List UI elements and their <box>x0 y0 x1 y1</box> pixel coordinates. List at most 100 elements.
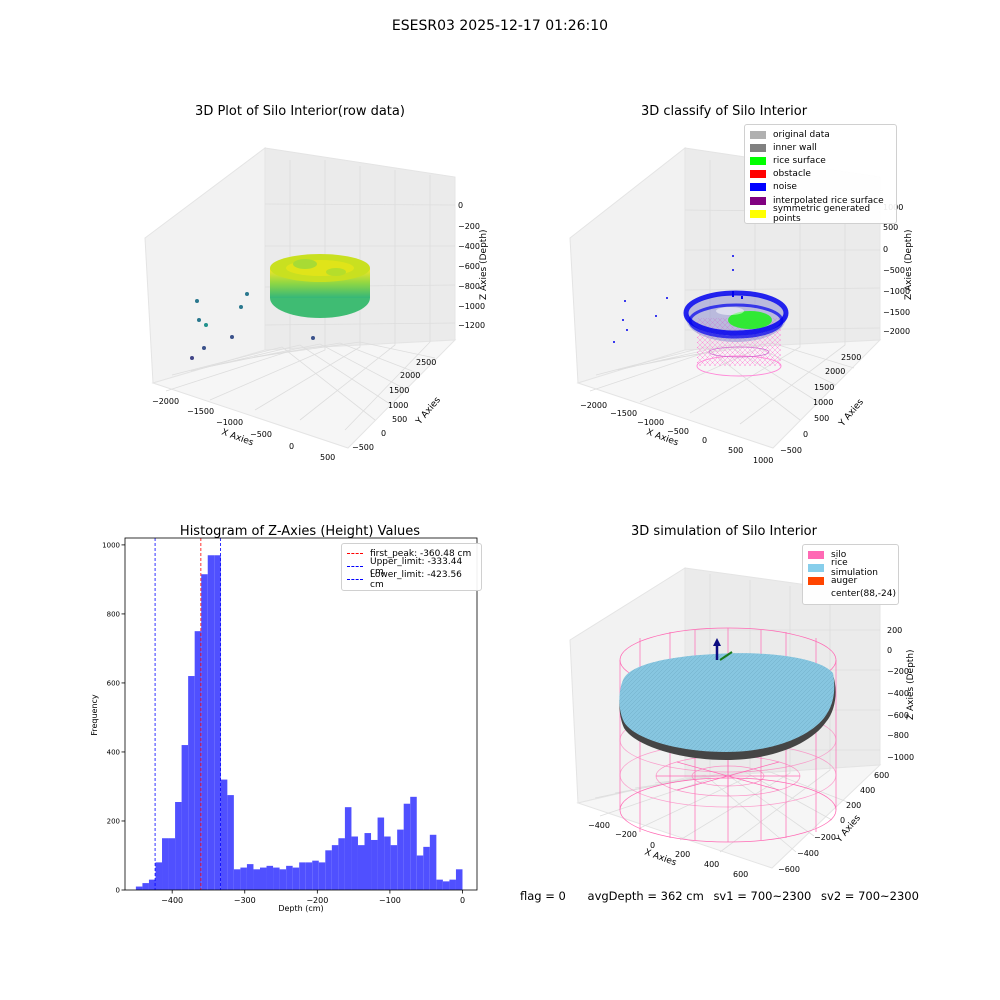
legend-item: obstacle <box>750 168 891 181</box>
sv1-value: sv1 = 700~2300 <box>713 889 812 903</box>
plot1-ztick: −1200 <box>458 321 485 330</box>
histogram-x-label: Depth (cm) <box>278 904 323 913</box>
plot2-xtick: 500 <box>728 446 743 455</box>
plot2-ztick: −1000 <box>883 287 910 296</box>
histogram-bar <box>449 879 456 890</box>
flag-value: flag = 0 <box>520 889 566 903</box>
histogram-bar <box>364 833 372 890</box>
x-tick-label: −400 <box>161 896 183 905</box>
plot2-xtick: −1000 <box>637 418 664 427</box>
plot2-3d-classify: −2000 −1500 −1000 −500 0 500 1000 X Axie… <box>569 146 914 465</box>
plot1-3d-raw: −2000 −1500 −1000 −500 0 500 X Axies −50… <box>144 147 489 462</box>
histogram-bar <box>240 867 247 890</box>
legend-label: auger <box>831 575 858 586</box>
plot1-ytick: 1500 <box>389 386 409 395</box>
legend-label: rice surface <box>773 155 826 166</box>
plot4-ytick: 200 <box>846 801 861 810</box>
histogram-bar <box>201 574 208 890</box>
legend-line <box>347 553 363 555</box>
histogram-bar <box>279 869 287 890</box>
plot4-ytick: 400 <box>860 786 875 795</box>
histogram-bar <box>423 846 430 890</box>
plot1-z-label: Z Axies (Depth) <box>479 229 489 300</box>
plot1-ytick: −500 <box>352 443 374 452</box>
plot2-panes <box>569 146 882 449</box>
plot2-legend: original data inner wall rice surface ob… <box>744 124 897 225</box>
plot4-x-ticks: −400 −200 0 200 400 600 <box>588 821 748 879</box>
legend-swatch <box>808 590 824 598</box>
histogram-bar <box>305 862 313 890</box>
plot1-z-ticks: 0 −200 −400 −600 −800 −1000 −1200 <box>458 201 485 330</box>
histogram-bar <box>273 867 280 890</box>
histogram-bar <box>384 836 391 890</box>
histogram-bar <box>338 838 345 890</box>
figure-title: ESESR03 2025-12-17 01:26:10 <box>391 18 609 34</box>
plot1-ytick: 2500 <box>416 358 436 367</box>
histogram-bar <box>155 862 163 890</box>
y-tick-label: 200 <box>107 817 120 825</box>
legend-swatch <box>750 156 766 165</box>
avg-depth-value: avgDepth = 362 cm <box>587 889 704 903</box>
plot4-auger <box>713 638 733 661</box>
plot2-ztick: −500 <box>883 266 905 275</box>
plot2-ytick: 500 <box>814 414 829 423</box>
plot4-ytick: 600 <box>874 771 889 780</box>
legend-swatch <box>750 170 766 179</box>
histogram-bar <box>318 862 326 890</box>
plot2-x-ticks: −2000 −1500 −1000 −500 0 500 1000 <box>580 401 773 465</box>
plot2-ytick: 1500 <box>814 383 834 392</box>
plot1-title: 3D Plot of Silo Interior(row data) <box>195 104 405 119</box>
histogram-bar <box>403 803 411 890</box>
plot2-ytick: 0 <box>803 430 808 439</box>
legend-label: interpolated rice surface <box>773 195 884 206</box>
plot2-y-label: Y Axies <box>837 397 866 429</box>
plot2-ztick: −2000 <box>883 327 910 336</box>
plot4-y-ticks: −600 −400 −200 0 200 400 600 <box>778 771 889 874</box>
y-tick-label: 1000 <box>102 541 120 549</box>
histogram-reference-lines <box>154 538 221 890</box>
plot1-ytick: 0 <box>381 429 386 438</box>
histogram-bar <box>436 879 443 890</box>
plot4-z-ticks: 200 0 −200 −400 −600 −800 −1000 <box>887 626 914 762</box>
histogram-bar <box>292 867 300 890</box>
plot4-xtick: 600 <box>733 870 748 879</box>
plot4-y-label: Y Axies <box>834 813 863 845</box>
histogram-bar <box>299 862 306 890</box>
plot1-ztick: −1000 <box>458 302 485 311</box>
plot4-ztick: −200 <box>887 667 909 676</box>
plot4-z-label: Z Axies (Depth) <box>906 649 916 720</box>
plot4-ytick: −400 <box>797 849 819 858</box>
histogram-bar <box>442 881 450 890</box>
histogram-bar <box>168 838 176 890</box>
legend-label: inner wall <box>773 142 817 153</box>
legend-label: Lower_limit: -423.56 cm <box>370 569 462 590</box>
plot1-ztick: 0 <box>458 201 463 210</box>
legend-swatch <box>808 550 824 559</box>
legend-swatch <box>750 130 766 139</box>
plot4-xtick: 0 <box>650 841 655 850</box>
histogram-bar <box>455 869 463 890</box>
plot1-xtick: −1500 <box>187 407 214 416</box>
plot2-ztick: −1500 <box>883 308 910 317</box>
histogram-bar <box>194 631 202 890</box>
plot4-title: 3D simulation of Silo Interior <box>631 524 817 539</box>
legend-item: original data <box>750 128 891 141</box>
plot2-ytick: 2500 <box>841 353 861 362</box>
histogram-bar <box>371 839 378 890</box>
histogram-axes-frame <box>124 537 478 891</box>
x-tick-label: −200 <box>306 896 328 905</box>
histogram-bar <box>312 860 319 890</box>
histogram-bar <box>331 845 339 890</box>
x-tick-label: −100 <box>379 896 401 905</box>
plot4-xtick: −200 <box>615 830 637 839</box>
legend-swatch <box>808 563 824 572</box>
histogram-bar <box>357 845 365 890</box>
plot4-xtick: −400 <box>588 821 610 830</box>
legend-item: noise <box>750 181 891 194</box>
plot4-ytick: −200 <box>814 833 836 842</box>
legend-swatch <box>750 209 766 218</box>
histogram-bar <box>286 865 293 890</box>
plot1-ytick: 500 <box>392 415 407 424</box>
histogram-bar <box>162 838 169 890</box>
histogram-bar <box>148 879 156 890</box>
